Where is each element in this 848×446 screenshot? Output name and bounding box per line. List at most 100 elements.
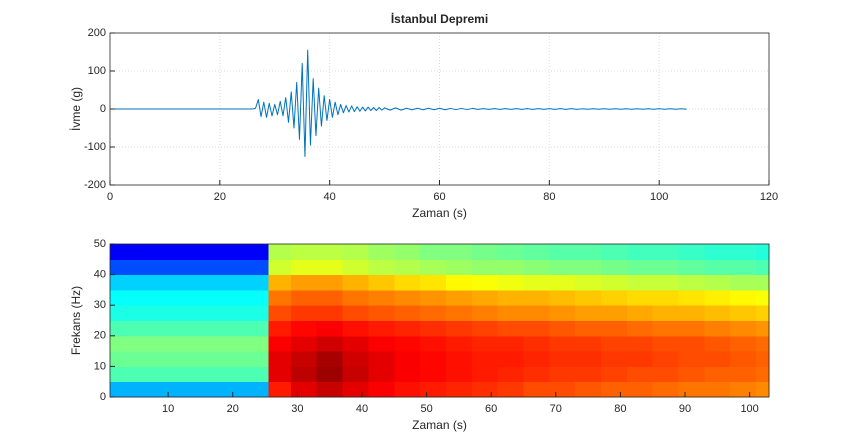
heatmap-cell: [290, 320, 318, 337]
heatmap-cell: [420, 320, 447, 337]
heatmap-cell: [549, 305, 576, 321]
heatmap-cell: [135, 366, 163, 383]
heatmap-cell: [213, 351, 240, 367]
heatmap-cell: [110, 244, 137, 260]
heatmap-cell: [704, 259, 731, 276]
heatmap-cell: [239, 351, 269, 367]
heatmap-cell: [239, 381, 269, 398]
heatmap-cell: [316, 259, 344, 276]
heatmap-cell: [239, 305, 269, 321]
heatmap-cell: [268, 366, 292, 383]
heatmap-cell: [213, 320, 240, 337]
heatmap-cell: [420, 289, 447, 306]
heatmap-cell: [756, 289, 770, 306]
heatmap-cell: [601, 320, 628, 337]
heatmap-cell: [497, 259, 524, 276]
heatmap-cell: [268, 274, 292, 291]
y-tick-label: 200: [88, 27, 106, 39]
heatmap-cell: [368, 259, 395, 276]
heatmap-cell: [497, 320, 524, 337]
heatmap-cell: [135, 274, 163, 291]
heatmap-cell: [626, 366, 654, 383]
heatmap-cell: [756, 351, 770, 367]
y-tick-label: -200: [84, 179, 106, 191]
x-tick-label: 80: [543, 191, 555, 203]
heatmap-cell: [213, 335, 240, 352]
heatmap-cell: [161, 381, 189, 398]
heatmap-cell: [316, 351, 344, 367]
heatmap-cell: [704, 305, 731, 321]
x-tick-label: 70: [550, 403, 562, 415]
heatmap: [110, 244, 770, 398]
heatmap-cell: [445, 244, 473, 260]
x-tick-label: 80: [614, 403, 626, 415]
heatmap-cell: [678, 289, 705, 306]
heatmap-cell: [135, 335, 163, 352]
heatmap-cell: [316, 244, 344, 260]
heatmap-cell: [187, 381, 214, 398]
heatmap-cell: [239, 335, 269, 352]
heatmap-cell: [575, 259, 602, 276]
heatmap-cell: [135, 244, 163, 260]
heatmap-cell: [394, 320, 421, 337]
heatmap-cell: [316, 305, 344, 321]
heatmap-cell: [471, 289, 499, 306]
heatmap-cell: [368, 244, 395, 260]
heatmap-cell: [678, 335, 705, 352]
heatmap-cell: [342, 320, 369, 337]
heatmap-cell: [187, 274, 214, 291]
heatmap-cell: [445, 381, 473, 398]
heatmap-cell: [471, 244, 499, 260]
heatmap-cell: [626, 351, 654, 367]
heatmap-cell: [342, 289, 369, 306]
heatmap-cell: [471, 351, 499, 367]
heatmap-cell: [497, 335, 524, 352]
heatmap-cell: [239, 320, 269, 337]
heatmap-cell: [342, 335, 369, 352]
x-tick-label: 0: [107, 191, 113, 203]
heatmap-cell: [420, 335, 447, 352]
heatmap-cell: [368, 274, 395, 291]
heatmap-cell: [268, 381, 292, 398]
heatmap-cell: [135, 259, 163, 276]
heatmap-cell: [394, 335, 421, 352]
heatmap-cell: [161, 274, 189, 291]
heatmap-cell: [601, 305, 628, 321]
heatmap-cell: [549, 335, 576, 352]
heatmap-cell: [368, 366, 395, 383]
y-tick-label: 0: [100, 103, 106, 115]
heatmap-cell: [730, 259, 757, 276]
heatmap-cell: [626, 244, 654, 260]
heatmap-cell: [187, 289, 214, 306]
heatmap-cell: [601, 381, 628, 398]
y-tick-label: 0: [100, 391, 106, 403]
heatmap-cell: [497, 289, 524, 306]
heatmap-cell: [601, 351, 628, 367]
heatmap-cell: [187, 259, 214, 276]
heatmap-cell: [268, 335, 292, 352]
x-tick-label: 60: [433, 191, 445, 203]
heatmap-cell: [268, 259, 292, 276]
heatmap-cell: [445, 305, 473, 321]
heatmap-cell: [161, 259, 189, 276]
heatmap-cell: [213, 244, 240, 260]
heatmap-cell: [652, 244, 680, 260]
heatmap-cell: [342, 351, 369, 367]
heatmap-cell: [756, 244, 770, 260]
x-tick-label: 120: [760, 191, 778, 203]
heatmap-cell: [497, 381, 524, 398]
signal-line: [110, 49, 687, 157]
heatmap-cell: [471, 259, 499, 276]
heatmap-cell: [523, 244, 550, 260]
heatmap-cell: [187, 351, 214, 367]
heatmap-cell: [497, 274, 524, 291]
heatmap-cell: [239, 289, 269, 306]
heatmap-cell: [110, 274, 137, 291]
heatmap-cell: [575, 351, 602, 367]
heatmap-cell: [652, 381, 680, 398]
chart-title: İstanbul Depremi: [391, 11, 488, 26]
heatmap-cell: [523, 351, 550, 367]
heatmap-cell: [601, 335, 628, 352]
heatmap-cell: [497, 366, 524, 383]
